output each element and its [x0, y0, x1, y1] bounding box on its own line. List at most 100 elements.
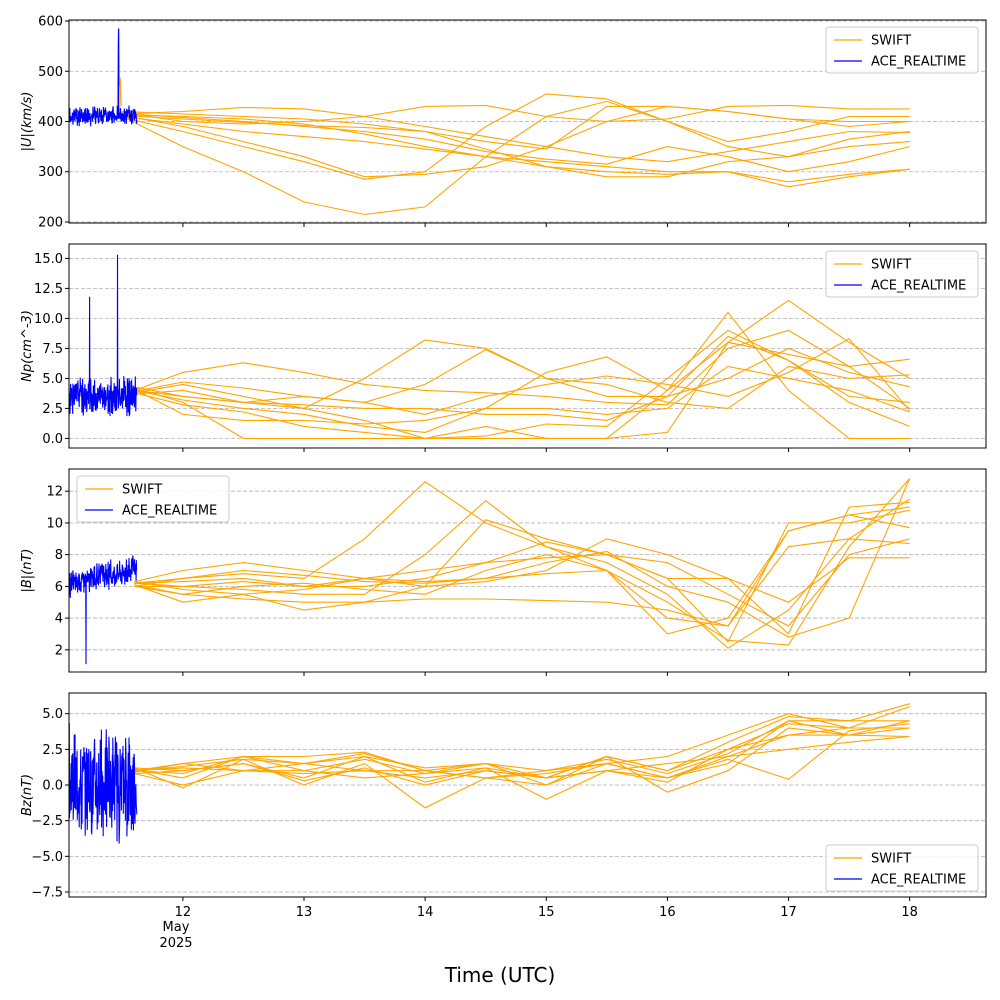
y-tick-label: 5.0	[42, 372, 63, 387]
y-tick-label: 15.0	[34, 252, 63, 267]
swift-series-line	[122, 104, 910, 125]
legend-label: SWIFT	[871, 34, 911, 49]
y-tick-label: 2	[55, 643, 63, 658]
swift-series-line	[134, 727, 910, 786]
legend-box	[825, 844, 979, 892]
y-tick-label: 2.5	[42, 743, 63, 758]
y-tick-label: −5.0	[31, 850, 63, 865]
swift-series-line	[122, 100, 910, 216]
legend-box	[825, 250, 979, 298]
swift-series-line	[122, 105, 910, 150]
legend-box	[825, 26, 979, 74]
swift-series-line	[134, 478, 911, 638]
legend-label: ACE_REALTIME	[871, 55, 966, 70]
legend-label: SWIFT	[122, 483, 162, 498]
legend: SWIFT ACE_REALTIME	[825, 26, 979, 74]
x-tick-label: 13	[296, 905, 313, 920]
swift-series-line	[134, 506, 910, 635]
swift-series-line	[134, 703, 910, 779]
y-tick-label: 0.0	[42, 432, 63, 447]
swift-series-line	[134, 480, 911, 649]
swift-series-line	[134, 341, 911, 425]
legend-label: ACE_REALTIME	[122, 504, 217, 519]
y-tick-label: 10.0	[34, 312, 63, 327]
swift-series-line	[134, 299, 910, 439]
legend: SWIFT ACE_REALTIME	[76, 475, 230, 523]
y-axis-label: |U|(km/s)	[20, 92, 35, 152]
y-tick-label: 7.5	[42, 342, 63, 357]
panel-speed: 200 300 400 500 600 |U|(km/s) SWIFT ACE_REALTIM…	[20, 15, 987, 230]
date-label-year: 2025	[159, 936, 192, 951]
x-tick-label: 14	[417, 905, 434, 920]
axes-frame	[68, 692, 987, 898]
x-tick-label: 16	[659, 905, 676, 920]
axes-frame	[68, 468, 987, 673]
swift-series-line	[134, 723, 910, 809]
swift-series-line	[134, 499, 910, 627]
swift-series-line	[122, 114, 910, 178]
swift-series-line	[134, 347, 910, 403]
panel-density: 0.0 2.5 5.0 7.5 10.0 12.5 15.0 Np(cm^-3) SWIFT AC…	[20, 243, 987, 452]
legend-label: SWIFT	[871, 852, 911, 867]
swift-series-line	[134, 720, 910, 775]
y-tick-label: 500	[38, 65, 63, 80]
ace-series-line	[69, 254, 138, 417]
y-axis-label: |B|(nT)	[20, 548, 35, 592]
swift-series-line	[134, 365, 910, 433]
y-axis-label: Bz(nT)	[20, 774, 35, 816]
legend: SWIFT ACE_REALTIME	[825, 844, 979, 892]
swift-series-line	[134, 501, 910, 635]
y-tick-label: 8	[55, 548, 63, 563]
y-tick-label: 12	[46, 485, 63, 500]
y-tick-label: 12.5	[34, 282, 63, 297]
swift-series-line	[122, 106, 910, 163]
swift-series-line	[134, 329, 910, 406]
x-tick-label: 18	[901, 905, 918, 920]
x-tick-label: 12	[175, 905, 192, 920]
axes-frame	[68, 243, 987, 449]
legend: SWIFT ACE_REALTIME	[825, 250, 979, 298]
swift-series-line	[122, 93, 910, 180]
plot-area	[69, 28, 910, 216]
swift-series-line	[134, 538, 910, 627]
panel-bz: −7.5 −5.0 −2.5 0.0 2.5 5.0 12 13 14 15 16 17 18 Bz(nT…	[20, 692, 987, 920]
y-axis-label: Np(cm^-3)	[20, 310, 35, 382]
plot-area	[69, 478, 911, 665]
ace-series-line	[69, 28, 138, 127]
x-tick-label: 17	[780, 905, 797, 920]
swift-series-line	[122, 112, 910, 173]
y-tick-label: 600	[38, 15, 63, 30]
y-tick-label: 5.0	[42, 707, 63, 722]
y-tick-label: 0.0	[42, 779, 63, 794]
swift-series-line	[134, 538, 910, 603]
swift-series-line	[134, 329, 910, 439]
swift-series-line	[134, 509, 910, 643]
swift-series-line	[134, 335, 910, 427]
x-tick-label: 15	[538, 905, 555, 920]
plot-area	[69, 703, 910, 844]
date-label: May 2025	[159, 920, 192, 951]
y-tick-label: 6	[55, 580, 63, 595]
swift-series-line	[134, 734, 910, 800]
ace-series-line	[69, 555, 138, 665]
y-tick-label: 300	[38, 165, 63, 180]
legend-label: ACE_REALTIME	[871, 279, 966, 294]
y-tick-label: 2.5	[42, 402, 63, 417]
y-tick-label: 400	[38, 115, 63, 130]
y-tick-label: 200	[38, 215, 63, 230]
y-tick-label: −2.5	[31, 814, 63, 829]
swift-series-line	[134, 723, 910, 786]
panel-magnetic-field: 2 4 6 8 10 12 |B|(nT) SWIFT ACE_REALTIME	[20, 468, 987, 676]
date-label-month: May	[163, 920, 190, 935]
legend-label: ACE_REALTIME	[871, 873, 966, 888]
swift-series-line	[134, 514, 910, 627]
ace-series-line	[69, 723, 138, 844]
x-axis-title: Time (UTC)	[444, 963, 556, 987]
swift-series-line	[122, 113, 910, 183]
y-tick-label: 10	[46, 516, 63, 531]
y-tick-label: −7.5	[31, 886, 63, 901]
plot-area	[69, 254, 911, 439]
legend-label: SWIFT	[871, 258, 911, 273]
legend-box	[76, 475, 230, 523]
